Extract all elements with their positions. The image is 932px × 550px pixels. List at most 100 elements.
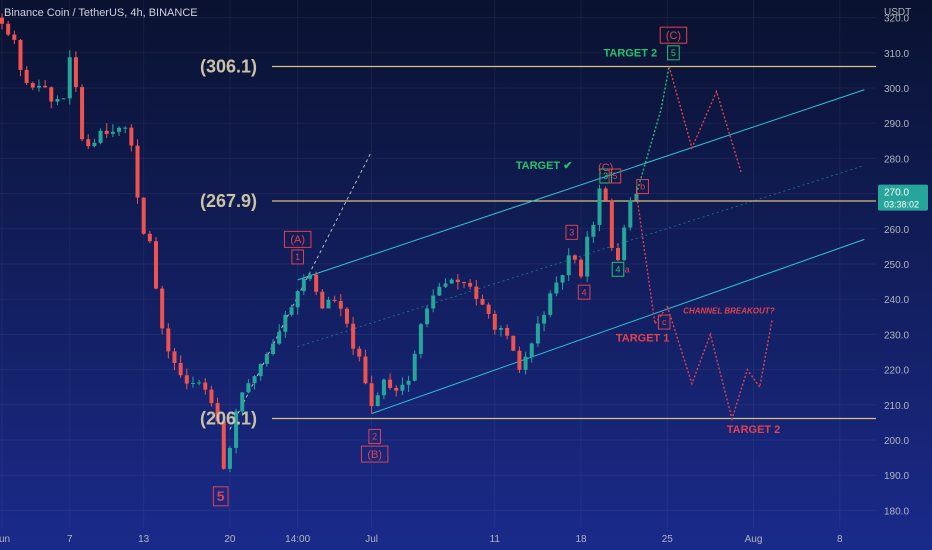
- candle[interactable]: [24, 69, 29, 84]
- candle[interactable]: [6, 23, 11, 35]
- candle[interactable]: [98, 130, 103, 143]
- candle[interactable]: [572, 255, 577, 260]
- candle[interactable]: [135, 145, 140, 198]
- candle[interactable]: [375, 395, 380, 407]
- candle[interactable]: [363, 356, 368, 384]
- candle[interactable]: [110, 131, 115, 134]
- candle[interactable]: [548, 293, 553, 315]
- candle[interactable]: [344, 308, 349, 324]
- candle[interactable]: [326, 299, 331, 309]
- candle[interactable]: [154, 241, 158, 289]
- candle[interactable]: [634, 193, 639, 201]
- candle[interactable]: [616, 247, 620, 261]
- candle[interactable]: [283, 314, 288, 332]
- candle[interactable]: [86, 139, 91, 147]
- time-axis[interactable]: Jun 7 13 20 14:00 Jul 11 18 25 Aug 8: [0, 534, 843, 545]
- candle[interactable]: [418, 324, 423, 354]
- candle[interactable]: [394, 387, 399, 391]
- candle[interactable]: [505, 327, 510, 336]
- candle[interactable]: [529, 343, 534, 357]
- candle[interactable]: [209, 389, 214, 404]
- candle[interactable]: [92, 142, 97, 147]
- candle[interactable]: [535, 323, 540, 344]
- candle[interactable]: [585, 236, 590, 277]
- candle[interactable]: [277, 331, 282, 344]
- candle[interactable]: [0, 17, 4, 24]
- candle[interactable]: [609, 200, 614, 248]
- candle[interactable]: [332, 299, 337, 302]
- candle[interactable]: [474, 286, 479, 299]
- candle[interactable]: [61, 98, 66, 100]
- candle[interactable]: [190, 382, 195, 384]
- candle[interactable]: [542, 314, 547, 324]
- projection-zigzag-upper[interactable]: [668, 66, 742, 173]
- candle[interactable]: [388, 379, 393, 388]
- candle[interactable]: [462, 282, 466, 284]
- candle[interactable]: [511, 335, 516, 351]
- candle[interactable]: [455, 279, 460, 283]
- candle[interactable]: [203, 382, 208, 390]
- candle[interactable]: [246, 383, 251, 393]
- candle[interactable]: [18, 39, 23, 70]
- plot-area[interactable]: [0, 0, 876, 528]
- candle[interactable]: [486, 304, 491, 314]
- candle[interactable]: [566, 255, 571, 276]
- channel-upper-line[interactable]: [297, 89, 865, 281]
- candle[interactable]: [129, 127, 134, 146]
- candle[interactable]: [215, 403, 220, 422]
- projection-bull-dotted[interactable]: [635, 66, 670, 194]
- candle[interactable]: [517, 350, 522, 370]
- candle[interactable]: [12, 34, 17, 40]
- candle[interactable]: [43, 85, 48, 88]
- candle[interactable]: [357, 348, 362, 357]
- candle[interactable]: [560, 275, 565, 283]
- candle[interactable]: [406, 380, 411, 385]
- candle[interactable]: [579, 259, 584, 277]
- candle[interactable]: [622, 227, 627, 261]
- candle[interactable]: [425, 308, 430, 325]
- trend-line-dotted[interactable]: [229, 151, 373, 430]
- candle[interactable]: [289, 307, 294, 315]
- candle[interactable]: [172, 351, 177, 363]
- candle[interactable]: [338, 301, 343, 309]
- channel-lower-line[interactable]: [371, 238, 865, 415]
- candle[interactable]: [80, 87, 85, 140]
- candle[interactable]: [141, 197, 146, 234]
- candle[interactable]: [591, 224, 596, 237]
- candle[interactable]: [184, 375, 189, 384]
- candle[interactable]: [36, 85, 41, 88]
- candle[interactable]: [147, 233, 152, 242]
- candle[interactable]: [449, 279, 454, 284]
- candle[interactable]: [178, 362, 183, 376]
- candle[interactable]: [271, 343, 276, 355]
- candle[interactable]: [369, 383, 374, 407]
- candle[interactable]: [234, 411, 239, 448]
- candle[interactable]: [381, 379, 386, 396]
- candle[interactable]: [166, 328, 171, 352]
- candle[interactable]: [104, 130, 109, 134]
- candle[interactable]: [258, 363, 263, 377]
- candle[interactable]: [492, 313, 497, 330]
- candle[interactable]: [314, 274, 319, 292]
- candle[interactable]: [55, 98, 60, 102]
- candle[interactable]: [160, 288, 165, 329]
- candle[interactable]: [252, 376, 257, 384]
- projection-bear-dotted[interactable]: [635, 193, 668, 326]
- candle[interactable]: [30, 83, 35, 88]
- candle[interactable]: [597, 188, 602, 225]
- candle[interactable]: [480, 298, 485, 305]
- candle[interactable]: [227, 447, 232, 469]
- candle[interactable]: [523, 356, 528, 370]
- candle[interactable]: [117, 127, 122, 132]
- candle[interactable]: [554, 282, 559, 294]
- candle[interactable]: [240, 392, 245, 412]
- candle[interactable]: [443, 283, 448, 287]
- candle[interactable]: [603, 188, 608, 201]
- candle[interactable]: [264, 354, 269, 364]
- candle[interactable]: [221, 421, 226, 469]
- candle[interactable]: [400, 384, 405, 391]
- candle[interactable]: [49, 87, 54, 102]
- candle[interactable]: [412, 353, 417, 381]
- candle[interactable]: [628, 200, 633, 228]
